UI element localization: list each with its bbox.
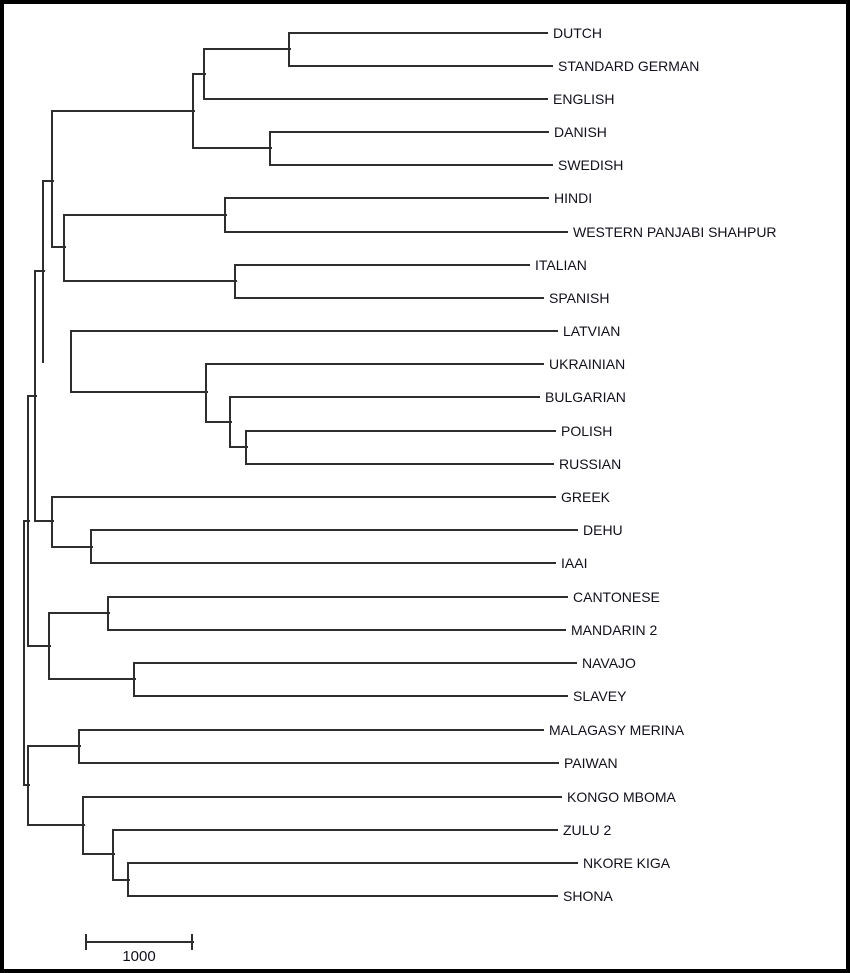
scale-bar-line (86, 941, 194, 943)
leaf-branch-navajo (134, 662, 577, 664)
tree-horizontal-link (230, 446, 248, 448)
leaf-label-spanish: SPANISH (549, 290, 610, 306)
tree-horizontal-link (35, 520, 54, 522)
tree-horizontal-link (35, 270, 45, 272)
leaf-branch-hindi (225, 197, 549, 199)
leaf-label-dutch: DUTCH (553, 25, 602, 41)
tree-horizontal-link (28, 395, 37, 397)
leaf-branch-zulu-2 (113, 829, 558, 831)
leaf-branch-latvian (71, 330, 558, 332)
leaf-label-polish: POLISH (561, 423, 613, 439)
tree-horizontal-link (206, 421, 232, 423)
tree-horizontal-link (193, 73, 206, 75)
tree-horizontal-link (49, 678, 136, 680)
leaf-branch-shona (128, 895, 558, 897)
leaf-branch-danish (270, 131, 549, 133)
leaf-branch-spanish (235, 297, 544, 299)
tree-horizontal-link (52, 546, 93, 548)
leaf-branch-iaai (91, 562, 556, 564)
leaf-label-hindi: HINDI (554, 190, 593, 206)
tree-horizontal-link (193, 147, 272, 149)
leaf-branch-western-panjabi-shahpur (225, 231, 568, 233)
leaf-label-danish: DANISH (554, 124, 607, 140)
leaf-label-italian: ITALIAN (535, 257, 587, 273)
tree-vertical-link (205, 363, 207, 423)
leaf-branch-italian (235, 264, 530, 266)
leaf-branch-ukrainian (206, 363, 544, 365)
leaf-branch-polish (246, 430, 556, 432)
leaf-label-latvian: LATVIAN (563, 323, 621, 339)
leaf-branch-malagasy-merina (79, 729, 544, 731)
leaf-label-malagasy-merina: MALAGASY MERINA (549, 722, 685, 738)
leaf-label-navajo: NAVAJO (582, 655, 636, 671)
leaf-branch-russian (246, 463, 554, 465)
scale-bar-label: 1000 (122, 948, 156, 965)
tree-horizontal-link (71, 391, 208, 393)
tree-vertical-link (23, 520, 25, 786)
leaf-label-english: ENGLISH (553, 91, 615, 107)
tree-horizontal-link (64, 214, 227, 216)
tree-horizontal-link (64, 280, 237, 282)
tree-horizontal-link (49, 612, 110, 614)
leaf-branch-swedish (270, 164, 553, 166)
tree-vertical-link (70, 330, 72, 393)
scale-bar-right-tick (191, 934, 193, 950)
tree-vertical-link (51, 496, 53, 548)
tree-horizontal-link (52, 246, 66, 248)
tree-vertical-link (63, 214, 65, 282)
leaf-branch-greek (52, 496, 556, 498)
leaf-label-kongo-mboma: KONGO MBOMA (567, 789, 676, 805)
tree-horizontal-link (83, 853, 115, 855)
scale-bar-left-tick (85, 934, 87, 950)
leaf-label-slavey: SLAVEY (573, 688, 627, 704)
leaf-label-western-panjabi-shahpur: WESTERN PANJABI SHAHPUR (573, 224, 777, 240)
tree-horizontal-link (43, 180, 54, 182)
leaf-label-standard-german: STANDARD GERMAN (558, 58, 700, 74)
tree-vertical-link (51, 110, 53, 248)
leaf-label-zulu-2: ZULU 2 (563, 822, 612, 838)
leaf-label-bulgarian: BULGARIAN (545, 389, 626, 405)
leaf-branch-standard-german (289, 65, 553, 67)
tree-horizontal-link (28, 645, 51, 647)
leaf-branch-dehu (91, 529, 578, 531)
leaf-label-swedish: SWEDISH (558, 157, 624, 173)
leaf-label-dehu: DEHU (583, 522, 623, 538)
leaf-label-shona: SHONA (563, 888, 613, 904)
leaf-label-nkore-kiga: NKORE KIGA (583, 855, 671, 871)
leaf-label-russian: RUSSIAN (559, 456, 622, 472)
leaf-branch-dutch (289, 32, 548, 34)
tree-horizontal-link (28, 745, 81, 747)
leaf-branch-nkore-kiga (128, 862, 578, 864)
leaf-branch-english (204, 98, 548, 100)
leaf-label-ukrainian: UKRAINIAN (549, 356, 626, 372)
tree-vertical-link (112, 829, 114, 881)
tree-horizontal-link (24, 520, 30, 522)
tree-horizontal-link (204, 48, 291, 50)
leaf-branch-mandarin-2 (108, 629, 566, 631)
tree-horizontal-link (28, 824, 85, 826)
tree-horizontal-link (113, 879, 130, 881)
leaf-label-greek: GREEK (561, 489, 611, 505)
leaf-label-paiwan: PAIWAN (564, 755, 618, 771)
leaf-label-cantonese: CANTONESE (573, 589, 660, 605)
tree-horizontal-link (24, 784, 30, 786)
leaf-label-iaai: IAAI (561, 555, 588, 571)
leaf-branch-paiwan (79, 762, 559, 764)
leaf-branch-kongo-mboma (83, 796, 562, 798)
leaf-label-mandarin-2: MANDARIN 2 (571, 622, 658, 638)
leaf-branch-bulgarian (230, 396, 540, 398)
leaf-branch-cantonese (108, 596, 568, 598)
tree-horizontal-link (52, 110, 195, 112)
leaf-branch-slavey (134, 695, 568, 697)
